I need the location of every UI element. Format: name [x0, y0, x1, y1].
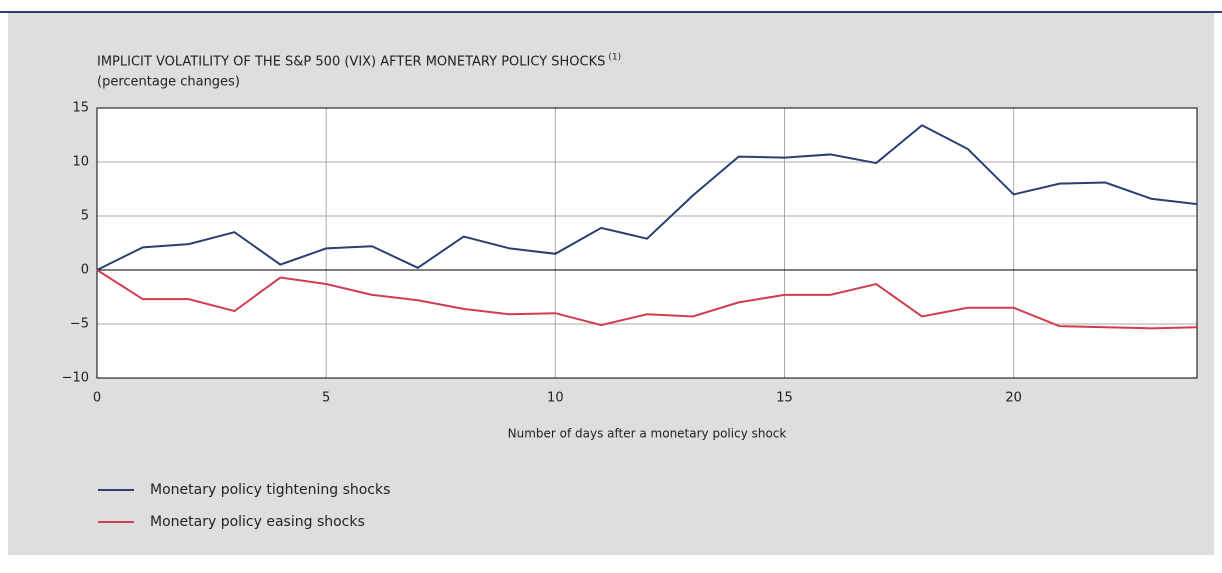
- x-tick-label: 15: [776, 391, 793, 406]
- legend-label: Monetary policy easing shocks: [150, 514, 365, 530]
- y-tick-label: −5: [70, 317, 89, 332]
- x-tick-label: 5: [322, 391, 330, 406]
- chart-title: IMPLICIT VOLATILITY OF THE S&P 500 (VIX)…: [97, 55, 605, 70]
- x-axis-label: Number of days after a monetary policy s…: [508, 427, 787, 441]
- title-superscript: (1): [608, 53, 621, 63]
- series-line: [96, 269, 1198, 330]
- y-tick-label: 5: [81, 209, 89, 224]
- y-tick-label: 10: [72, 155, 89, 170]
- x-tick-label: 20: [1005, 391, 1022, 406]
- x-tick-label: 10: [547, 391, 564, 406]
- y-tick-label: 0: [81, 263, 89, 278]
- plot-frame: [96, 107, 1198, 379]
- legend-label: Monetary policy tightening shocks: [150, 482, 390, 498]
- series-line: [96, 124, 1198, 271]
- y-tick-label: −10: [62, 371, 89, 386]
- chart-subtitle: (percentage changes): [97, 75, 240, 90]
- x-tick-label: 0: [93, 391, 101, 406]
- y-tick-label: 15: [72, 101, 89, 116]
- plot-area: [97, 108, 1197, 378]
